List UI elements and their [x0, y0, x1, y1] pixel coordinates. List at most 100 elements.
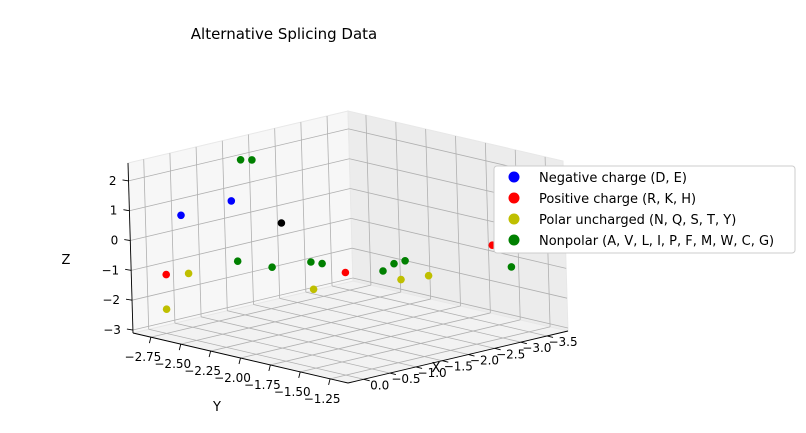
y-gridline [150, 284, 372, 338]
y-gridline [455, 135, 461, 307]
legend-marker-negative [508, 171, 520, 183]
y-tick-mark [268, 364, 271, 372]
legend: Negative charge (D, E) Positive charge (… [493, 165, 796, 254]
z-gridline [130, 188, 351, 241]
y-axis-label: Y [212, 400, 221, 415]
y-tick-label: −1.50 [274, 385, 311, 399]
scatter-point [184, 269, 193, 278]
y-gridline [300, 319, 521, 373]
scatter-point [397, 275, 405, 284]
scatter-point [268, 263, 276, 272]
z-gridline [131, 247, 353, 301]
y-tick-mark [178, 344, 182, 351]
x-tick-mark [546, 335, 554, 338]
x-tick-label: −3.0 [522, 341, 551, 355]
x-tick-label: −2.0 [470, 354, 499, 368]
z-tick-mark [125, 298, 133, 301]
x-axis-line [347, 330, 569, 384]
y-tick-mark [328, 378, 331, 385]
x-tick-mark [415, 366, 423, 369]
legend-label-nonpolar: Nonpolar (A, V, L, I, P, F, M, W, C, G) [539, 234, 774, 249]
scatter-point [379, 267, 387, 275]
grid-lines [128, 115, 569, 380]
z-gridline [352, 277, 569, 329]
y-tick-mark [208, 350, 212, 358]
y-gridline [425, 129, 432, 300]
x-tick-label: −1.0 [418, 366, 447, 380]
chart-title: Alternative Splicing Data [191, 25, 377, 43]
y-tick-mark [298, 371, 301, 378]
z-gridline [129, 158, 350, 212]
x-gridline [300, 122, 307, 293]
z-tick-mark [122, 179, 129, 182]
x-axis-label: X [432, 361, 441, 376]
y-gridline [180, 291, 401, 345]
scatter-point [341, 268, 350, 277]
z-tick-label: 0 [111, 234, 119, 248]
y-tick-mark [148, 337, 152, 344]
x-gridline [326, 115, 333, 286]
scatter-point [390, 259, 398, 268]
y-tick-label: −2.00 [214, 371, 251, 385]
x-tick-mark [494, 347, 501, 351]
data-points [162, 156, 516, 314]
z-tick-label: 1 [110, 204, 118, 218]
z-gridline [131, 217, 352, 271]
z-gridline [351, 217, 567, 269]
x-tick-mark [468, 354, 475, 357]
y-gridline [329, 326, 551, 380]
y-gridline [395, 122, 402, 293]
legend-label-positive: Positive charge (R, K, H) [539, 192, 696, 207]
scatter-point [227, 197, 236, 205]
x-gridline [195, 146, 202, 317]
y-gridline [484, 142, 491, 313]
scatter-point [162, 305, 171, 314]
x-tick-mark [442, 360, 449, 363]
y-gridline [210, 298, 431, 352]
x-gridline [221, 140, 228, 311]
y-gridline [270, 312, 491, 366]
z-tick-mark [125, 268, 132, 271]
scatter-point [318, 259, 326, 268]
y-tick-label: −2.75 [125, 350, 162, 364]
tick-labels: 0.0 −0.5−1.0−1.5−2.0−2.5−3.0−3.5 −2.75−2.5… [101, 174, 577, 406]
y-tick-label: −1.75 [244, 378, 281, 392]
x-gridline [143, 159, 150, 330]
x-tick-label: −1.5 [444, 360, 473, 374]
x-tick-mark [520, 341, 527, 345]
z-gridline [128, 128, 349, 182]
y-tick-mark [238, 357, 241, 365]
legend-marker-positive [508, 192, 520, 204]
z-tick-label: 2 [109, 174, 117, 188]
legend-label-negative: Negative charge (D, E) [539, 171, 687, 186]
x-tick-mark [363, 378, 370, 382]
x-tick-label: −0.5 [391, 372, 420, 386]
scatter-point [162, 270, 170, 279]
scatter-point [309, 285, 318, 294]
axes-lines [122, 162, 569, 385]
z-tick-label: −1 [101, 263, 119, 277]
scatter-point [401, 257, 409, 265]
y-tick-label: −1.25 [304, 392, 341, 406]
x-tick-label: −3.5 [548, 335, 577, 349]
z-tick-mark [126, 328, 133, 331]
scatter-point [507, 263, 516, 271]
legend-marker-nonpolar [508, 234, 520, 246]
scatter-point [307, 258, 315, 266]
z-tick-mark [123, 209, 130, 212]
z-tick-mark [124, 239, 131, 241]
scatter-point [248, 156, 256, 164]
x-gridline [169, 153, 176, 324]
y-gridline [365, 115, 372, 286]
z-gridline [351, 247, 568, 299]
legend-label-polar: Polar uncharged (N, Q, S, T, Y) [539, 213, 736, 228]
z-tick-label: −2 [102, 293, 120, 307]
legend-marker-polar [508, 213, 520, 225]
x-gridline [248, 134, 254, 305]
scatter-point [233, 257, 242, 266]
y-gridline [240, 305, 461, 359]
x-tick-mark [389, 372, 397, 376]
scatter-point [424, 271, 433, 280]
y-tick-label: −2.25 [184, 364, 221, 378]
